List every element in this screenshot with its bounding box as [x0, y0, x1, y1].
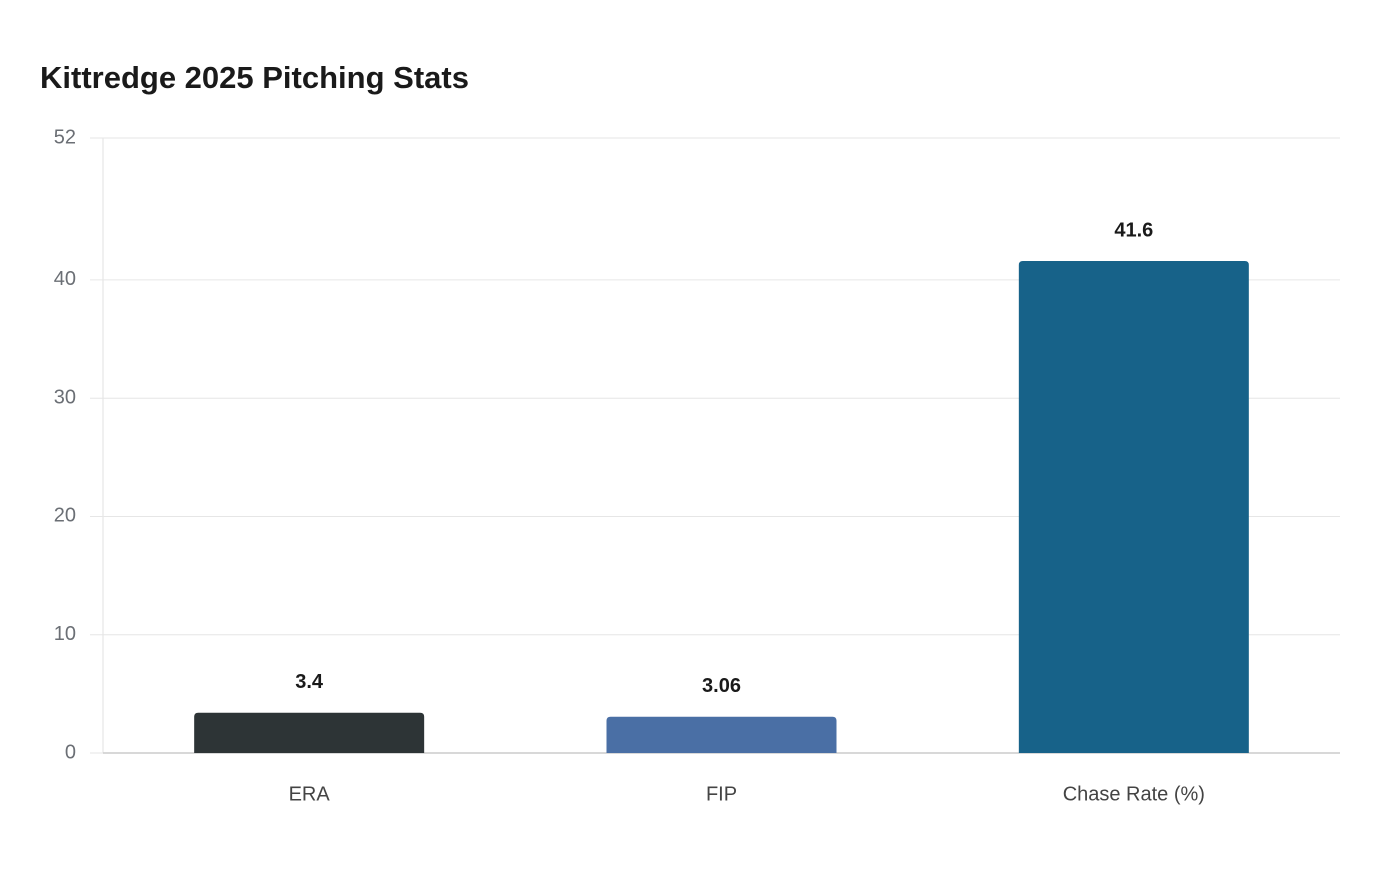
bar — [194, 712, 425, 753]
value-label: 3.06 — [702, 675, 741, 697]
bar — [606, 716, 837, 753]
chart-title: Kittredge 2025 Pitching Stats — [40, 60, 469, 95]
y-tick-label: 30 — [54, 386, 76, 408]
y-tick-label: 0 — [65, 741, 76, 763]
value-label: 41.6 — [1114, 219, 1153, 241]
y-tick-label: 20 — [54, 505, 76, 527]
x-tick-label: Chase Rate (%) — [1063, 783, 1205, 805]
x-tick-label: FIP — [706, 783, 737, 805]
y-tick-label: 52 — [54, 126, 76, 148]
y-tick-label: 40 — [54, 268, 76, 290]
bar — [1018, 261, 1249, 753]
y-tick-label: 10 — [54, 623, 76, 645]
value-label: 3.4 — [295, 671, 324, 693]
x-tick-label: ERA — [289, 783, 331, 805]
